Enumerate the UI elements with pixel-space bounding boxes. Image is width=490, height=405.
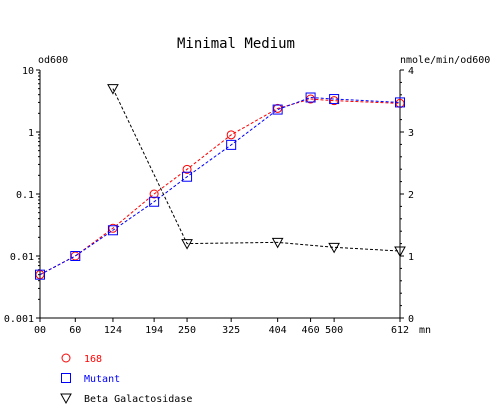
x-tick-label: 124 bbox=[104, 325, 122, 336]
y-left-tick-label: 0.001 bbox=[4, 314, 34, 325]
data-point bbox=[272, 104, 283, 115]
x-tick-label: 500 bbox=[325, 325, 343, 336]
series-line bbox=[112, 88, 401, 252]
x-tick-label: 404 bbox=[269, 325, 287, 336]
data-point bbox=[328, 242, 340, 254]
data-point bbox=[149, 189, 159, 199]
legend-label: 168 bbox=[84, 354, 102, 365]
x-tick-label: 250 bbox=[178, 325, 196, 336]
y-right-tick-label: 4 bbox=[408, 66, 414, 77]
legend-marker bbox=[60, 393, 72, 405]
x-tick-label: 00 bbox=[34, 325, 46, 336]
series-layer bbox=[35, 84, 406, 280]
data-point bbox=[394, 246, 406, 258]
axes: 00 60 124 194 250 325 404 460 500 612 mn1010.10.01… bbox=[4, 66, 431, 336]
y-right-tick-label: 3 bbox=[408, 128, 414, 139]
y-right-tick-label: 1 bbox=[408, 252, 414, 263]
y-axis-left-label: od600 bbox=[38, 55, 68, 66]
data-point bbox=[226, 130, 236, 140]
legend: 168 Mutant Beta Galactosidase bbox=[60, 353, 192, 405]
series-3 bbox=[107, 84, 406, 258]
data-point bbox=[35, 269, 45, 280]
x-axis-unit: mn bbox=[419, 325, 431, 336]
data-point bbox=[149, 196, 160, 207]
x-tick-label: 460 bbox=[302, 325, 320, 336]
data-point bbox=[181, 239, 193, 250]
data-point bbox=[107, 84, 119, 95]
y-right-tick-label: 0 bbox=[408, 314, 414, 325]
series-1 bbox=[35, 94, 405, 280]
data-point bbox=[395, 97, 405, 108]
data-point bbox=[182, 164, 192, 174]
legend-label: Beta Galactosidase bbox=[84, 394, 192, 405]
series-line bbox=[39, 98, 401, 276]
data-point bbox=[305, 92, 316, 103]
y-left-tick-label: 10 bbox=[22, 66, 34, 77]
data-point bbox=[107, 225, 118, 236]
y-right-tick-label: 2 bbox=[408, 190, 414, 201]
data-point bbox=[271, 237, 284, 249]
series-2 bbox=[35, 92, 405, 280]
x-tick-label: 194 bbox=[145, 325, 163, 336]
legend-label: Mutant bbox=[84, 374, 120, 385]
data-point bbox=[70, 251, 80, 261]
chart-title: Minimal Medium bbox=[177, 36, 295, 52]
data-point bbox=[329, 94, 340, 105]
data-point bbox=[70, 251, 81, 261]
data-point bbox=[226, 139, 237, 150]
legend-marker bbox=[61, 373, 71, 383]
data-point bbox=[182, 171, 193, 182]
series-line bbox=[39, 97, 401, 276]
x-tick-label: 325 bbox=[222, 325, 240, 336]
y-left-tick-label: 0.01 bbox=[10, 252, 34, 263]
y-left-tick-label: 1 bbox=[28, 128, 34, 139]
x-tick-label: 612 bbox=[391, 325, 409, 336]
y-axis-right-label: nmole/min/od600 bbox=[400, 55, 490, 66]
legend-marker bbox=[61, 353, 71, 363]
x-tick-label: 60 bbox=[69, 325, 81, 336]
y-left-tick-label: 0.1 bbox=[16, 190, 34, 201]
